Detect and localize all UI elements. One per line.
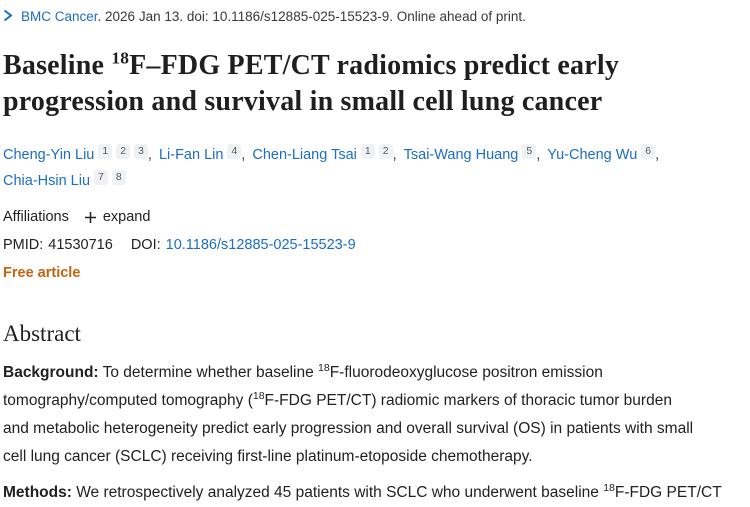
author-separator: , (655, 147, 660, 163)
identifiers-row: PMID: 41530716 DOI: 10.1186/s12885-025-155… (3, 235, 743, 255)
doi-link[interactable]: 10.1186/s12885-025-15523-9 (165, 237, 356, 253)
abstract-heading: Abstract (3, 321, 81, 346)
affiliations-expand-button[interactable]: expand (84, 209, 151, 225)
article-title: Baseline 18F–FDG PET/CT radiomics predic… (3, 48, 620, 117)
pmid-value: 41530716 (48, 237, 113, 253)
journal-link[interactable]: BMC Cancer (21, 9, 98, 24)
author-link[interactable]: Li-Fan Lin (158, 147, 224, 163)
affiliations-label: Affiliations (3, 209, 69, 225)
affiliation-superscript[interactable]: 7 (94, 170, 108, 185)
abstract-paragraph-methods: Methods: We retrospectively analyzed 45 … (3, 481, 722, 501)
affiliation-superscript[interactable]: 1 (98, 144, 113, 159)
author-separator: , (147, 147, 156, 163)
affiliation-superscript[interactable]: 5 (522, 144, 537, 159)
affiliation-superscript[interactable]: 6 (641, 144, 656, 159)
affiliation-superscript[interactable]: 2 (116, 144, 131, 159)
author-separator: , (241, 147, 250, 163)
pmid-label: PMID: (3, 237, 44, 253)
author-link[interactable]: Yu-Cheng Wu (547, 147, 638, 163)
author-link[interactable]: Chen-Liang Tsai (252, 147, 357, 163)
author-link[interactable]: Chia-Hsin Liu (3, 173, 91, 189)
citation-text: . 2026 Jan 13. doi: 10.1186/s12885-025-1… (97, 9, 526, 24)
author-separator: , (536, 147, 545, 163)
plus-icon (84, 211, 97, 224)
expand-label: expand (102, 209, 151, 225)
doi-label: DOI: (130, 237, 161, 253)
author-separator: , (392, 147, 401, 163)
journal-citation-bar: BMC Cancer. 2026 Jan 13. doi: 10.1186/s1… (3, 8, 743, 27)
chevron-right-icon[interactable] (3, 9, 13, 27)
author-link[interactable]: Tsai-Wang Huang (403, 147, 519, 163)
abstract-body: Background: To determine whether baselin… (3, 359, 743, 507)
doi-group: DOI: 10.1186/s12885-025-15523-9 (131, 237, 356, 253)
affiliation-superscript[interactable]: 1 (360, 144, 375, 159)
affiliation-superscript[interactable]: 8 (111, 170, 126, 185)
affiliations-row: Affiliations expand (3, 207, 743, 227)
author-link[interactable]: Cheng-Yin Liu (3, 147, 95, 163)
affiliation-superscript[interactable]: 4 (227, 144, 242, 159)
affiliation-superscript[interactable]: 2 (378, 144, 393, 159)
authors-list: Cheng-Yin Liu 1 2 3, Li-Fan Lin 4, Chen-Lian… (3, 142, 743, 194)
free-article-badge: Free article (3, 265, 81, 281)
abstract-paragraph-background: Background: To determine whether baselin… (3, 361, 694, 465)
affiliation-superscript[interactable]: 3 (134, 144, 148, 159)
